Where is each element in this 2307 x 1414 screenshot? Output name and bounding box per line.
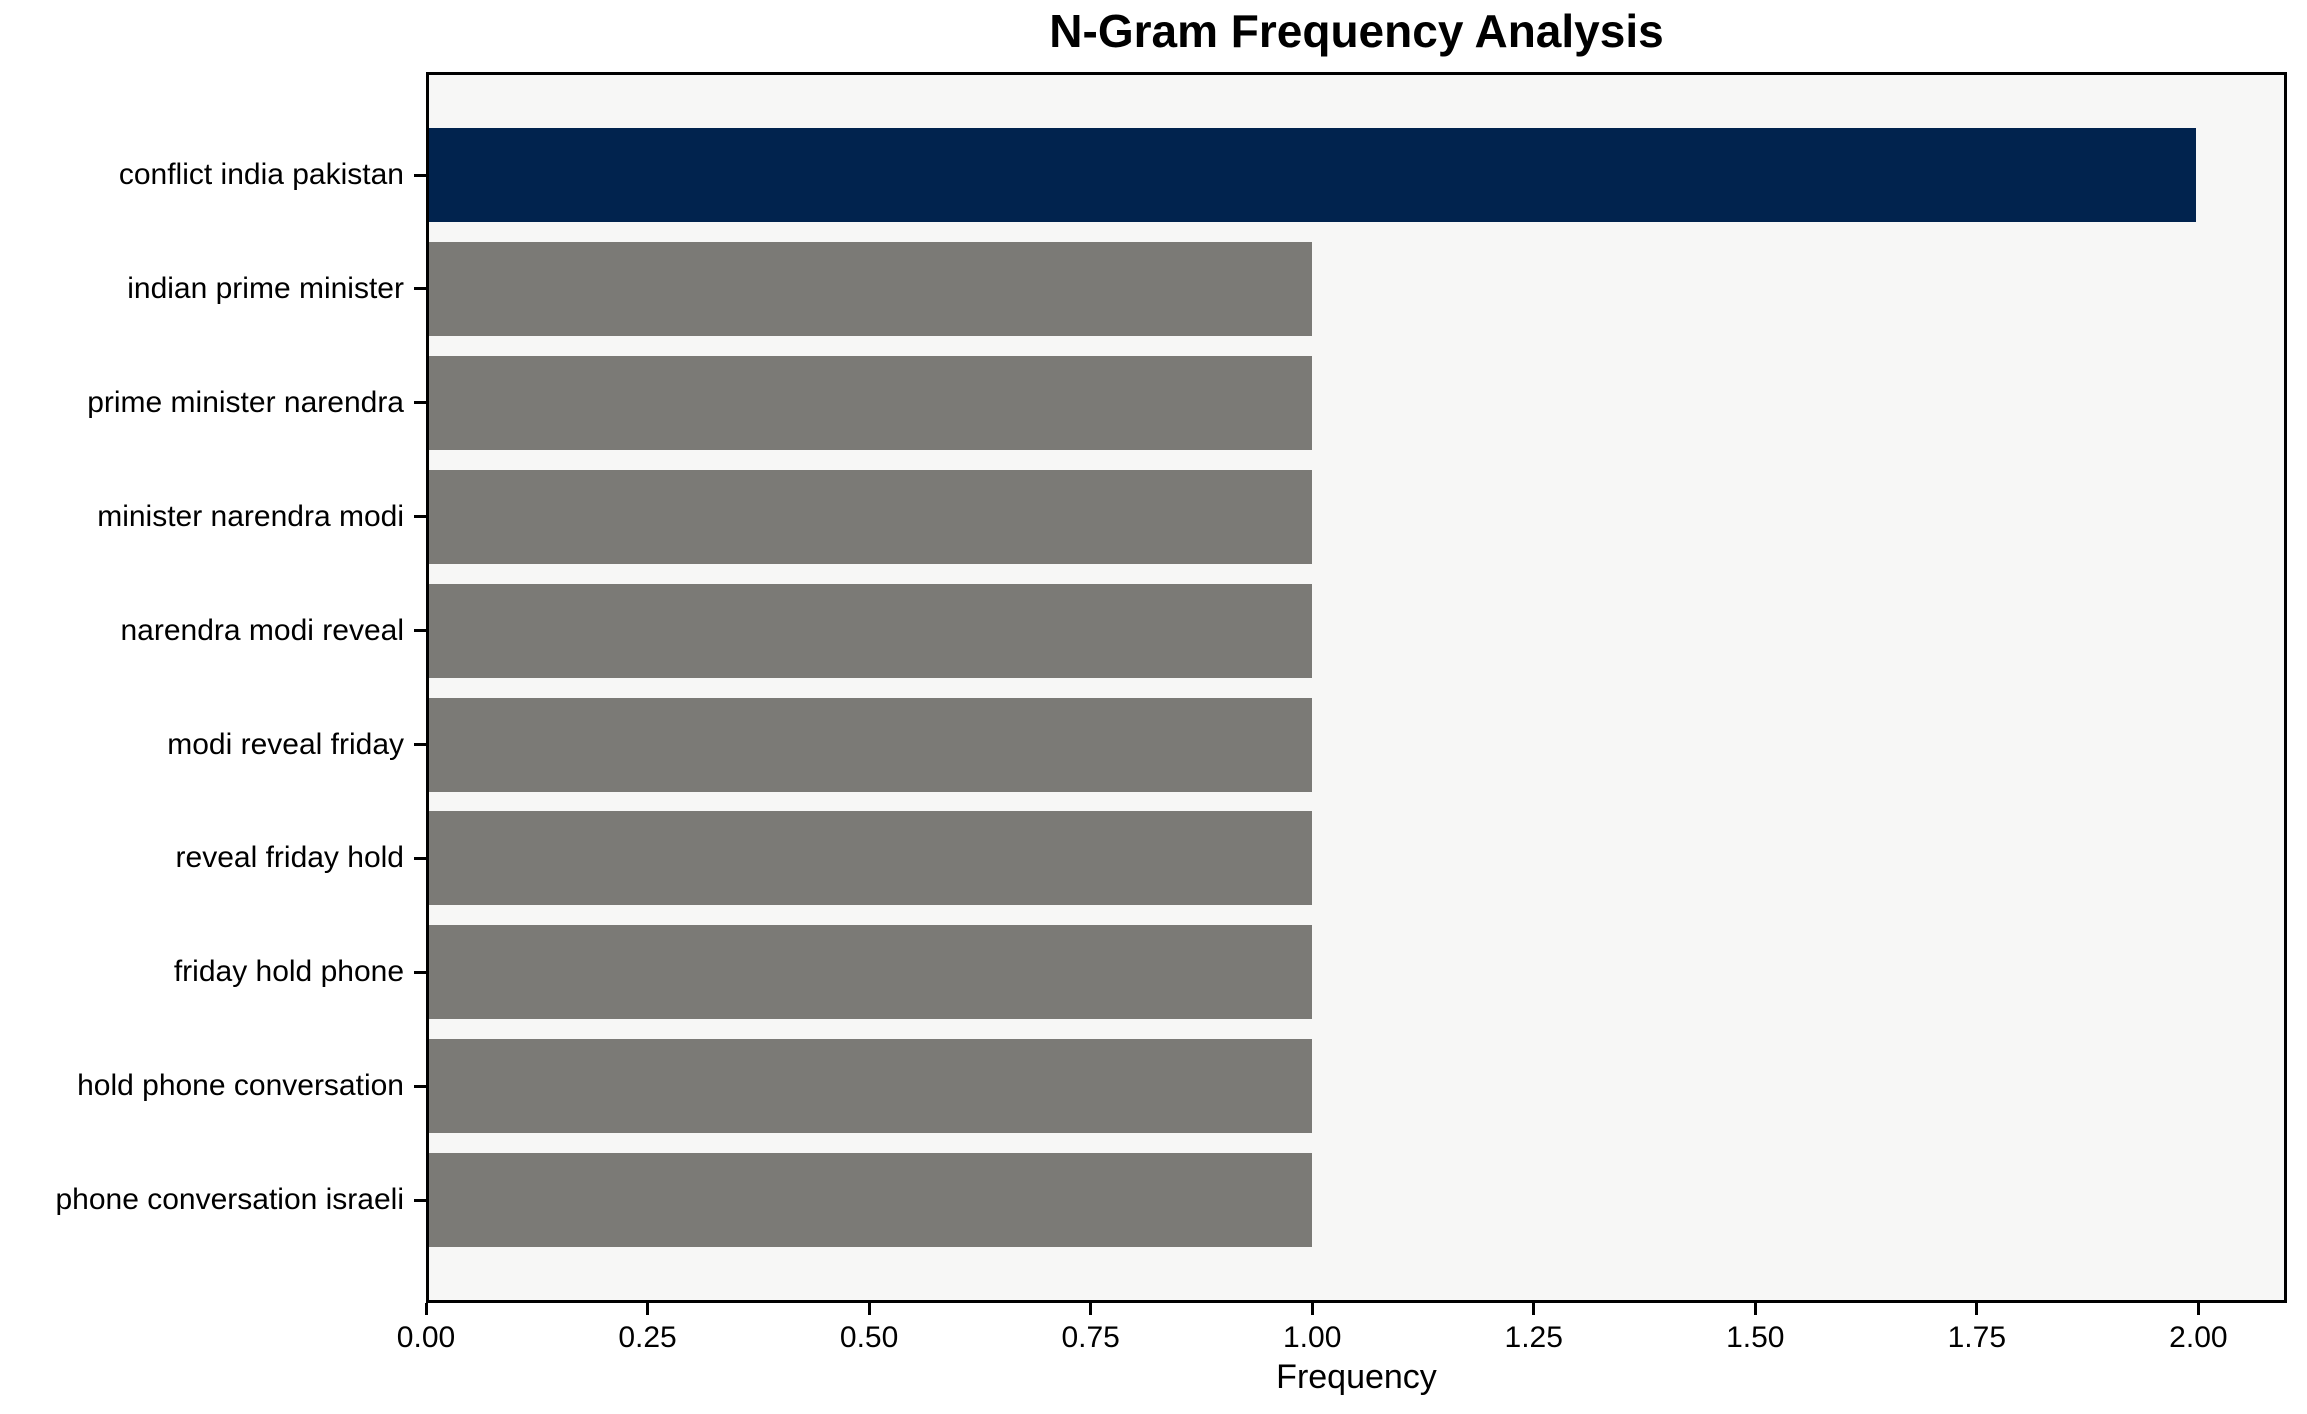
x-tick-label: 2.00 (2169, 1321, 2228, 1354)
chart-title: N-Gram Frequency Analysis (1049, 5, 1664, 57)
bar (429, 241, 1313, 336)
x-tick-mark (1089, 1303, 1093, 1315)
x-axis-label: Frequency (1276, 1358, 1437, 1396)
x-tick-label: 1.75 (1947, 1321, 2007, 1354)
y-tick-mark (414, 743, 426, 746)
x-tick-mark (646, 1303, 650, 1315)
y-tick-label: phone conversation israeli (55, 1183, 404, 1217)
x-tick-label: 0.50 (839, 1321, 899, 1354)
bar (429, 925, 1313, 1020)
y-tick-mark (414, 629, 426, 633)
bar (429, 355, 1313, 450)
x-tick-mark (867, 1303, 871, 1315)
y-tick-label: friday hold phone (173, 955, 404, 989)
y-tick-mark (414, 401, 426, 405)
y-tick-mark (414, 856, 426, 860)
bar (429, 1039, 1313, 1134)
x-tick-label: 1.00 (1282, 1321, 1342, 1354)
y-tick-mark (414, 1198, 426, 1202)
y-tick-label: indian prime minister (127, 271, 404, 305)
x-tick-mark (1310, 1303, 1314, 1315)
y-tick-mark (414, 515, 426, 519)
bar (429, 811, 1313, 906)
x-tick-label: 0.00 (396, 1321, 456, 1354)
y-tick-mark (414, 1084, 426, 1088)
x-tick-label: 0.25 (618, 1321, 677, 1354)
y-tick-label: hold phone conversation (77, 1069, 404, 1103)
y-tick-label: conflict india pakistan (118, 158, 404, 191)
x-tick-label: 0.75 (1061, 1321, 1120, 1354)
x-tick-mark (1975, 1303, 1979, 1315)
y-tick-label: minister narendra modi (97, 499, 404, 533)
y-tick-mark (414, 970, 426, 974)
y-tick-mark (414, 287, 426, 291)
bar (429, 697, 1313, 792)
x-tick-label: 1.25 (1504, 1321, 1563, 1354)
x-tick-mark (2196, 1303, 2200, 1315)
x-tick-mark (424, 1303, 428, 1315)
y-tick-label: reveal friday hold (175, 841, 404, 875)
y-tick-mark (414, 173, 426, 177)
x-tick-mark (1753, 1303, 1757, 1315)
bar (429, 128, 2196, 222)
y-tick-label: modi reveal friday (167, 727, 404, 761)
bar (429, 583, 1313, 678)
bar (429, 469, 1313, 564)
plot-area (426, 72, 2287, 1303)
bar (429, 1153, 1313, 1248)
y-tick-label: narendra modi reveal (120, 613, 405, 647)
y-tick-label: prime minister narendra (87, 385, 404, 419)
x-tick-mark (1532, 1303, 1536, 1315)
x-tick-label: 1.50 (1726, 1321, 1785, 1354)
